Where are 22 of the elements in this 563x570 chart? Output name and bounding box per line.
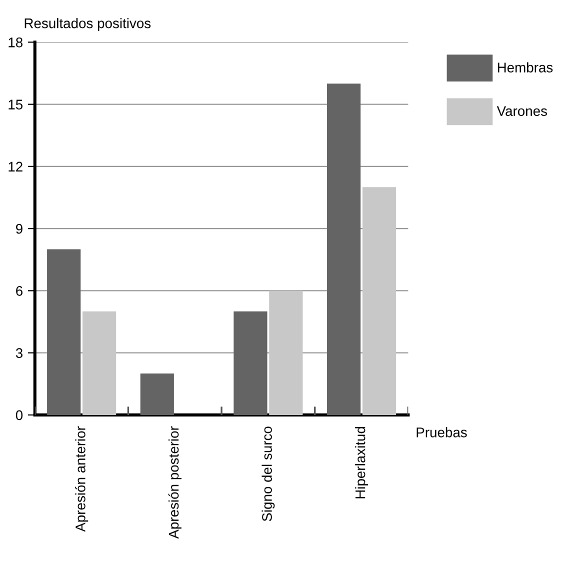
bar	[326, 84, 361, 415]
bar	[82, 311, 116, 415]
y-tick-label: 6	[16, 286, 22, 296]
y-tick-label: 18	[8, 38, 22, 48]
x-axis-title: Pruebas	[416, 427, 467, 438]
bar	[234, 311, 268, 415]
y-tick-label: 12	[8, 162, 22, 172]
y-tick-label: 9	[16, 224, 22, 234]
legend-label: Hembras	[498, 62, 553, 72]
y-axis-title: Resultados positivos	[24, 18, 151, 31]
bar	[47, 249, 81, 415]
legend-label: Varones	[496, 106, 548, 116]
x-tick-label: Hiperlaxitud	[355, 426, 368, 498]
bar	[140, 374, 174, 415]
x-tick-label: Apresión posterior	[168, 426, 182, 539]
y-tick-label: 3	[16, 348, 22, 358]
x-tick-label: Signo del surco	[262, 426, 275, 522]
bar	[362, 187, 396, 415]
bar	[269, 290, 303, 415]
y-tick-label: 15	[8, 100, 23, 110]
x-tick-label: Apresión anterior	[75, 426, 88, 532]
y-tick-label: 0	[16, 410, 23, 420]
